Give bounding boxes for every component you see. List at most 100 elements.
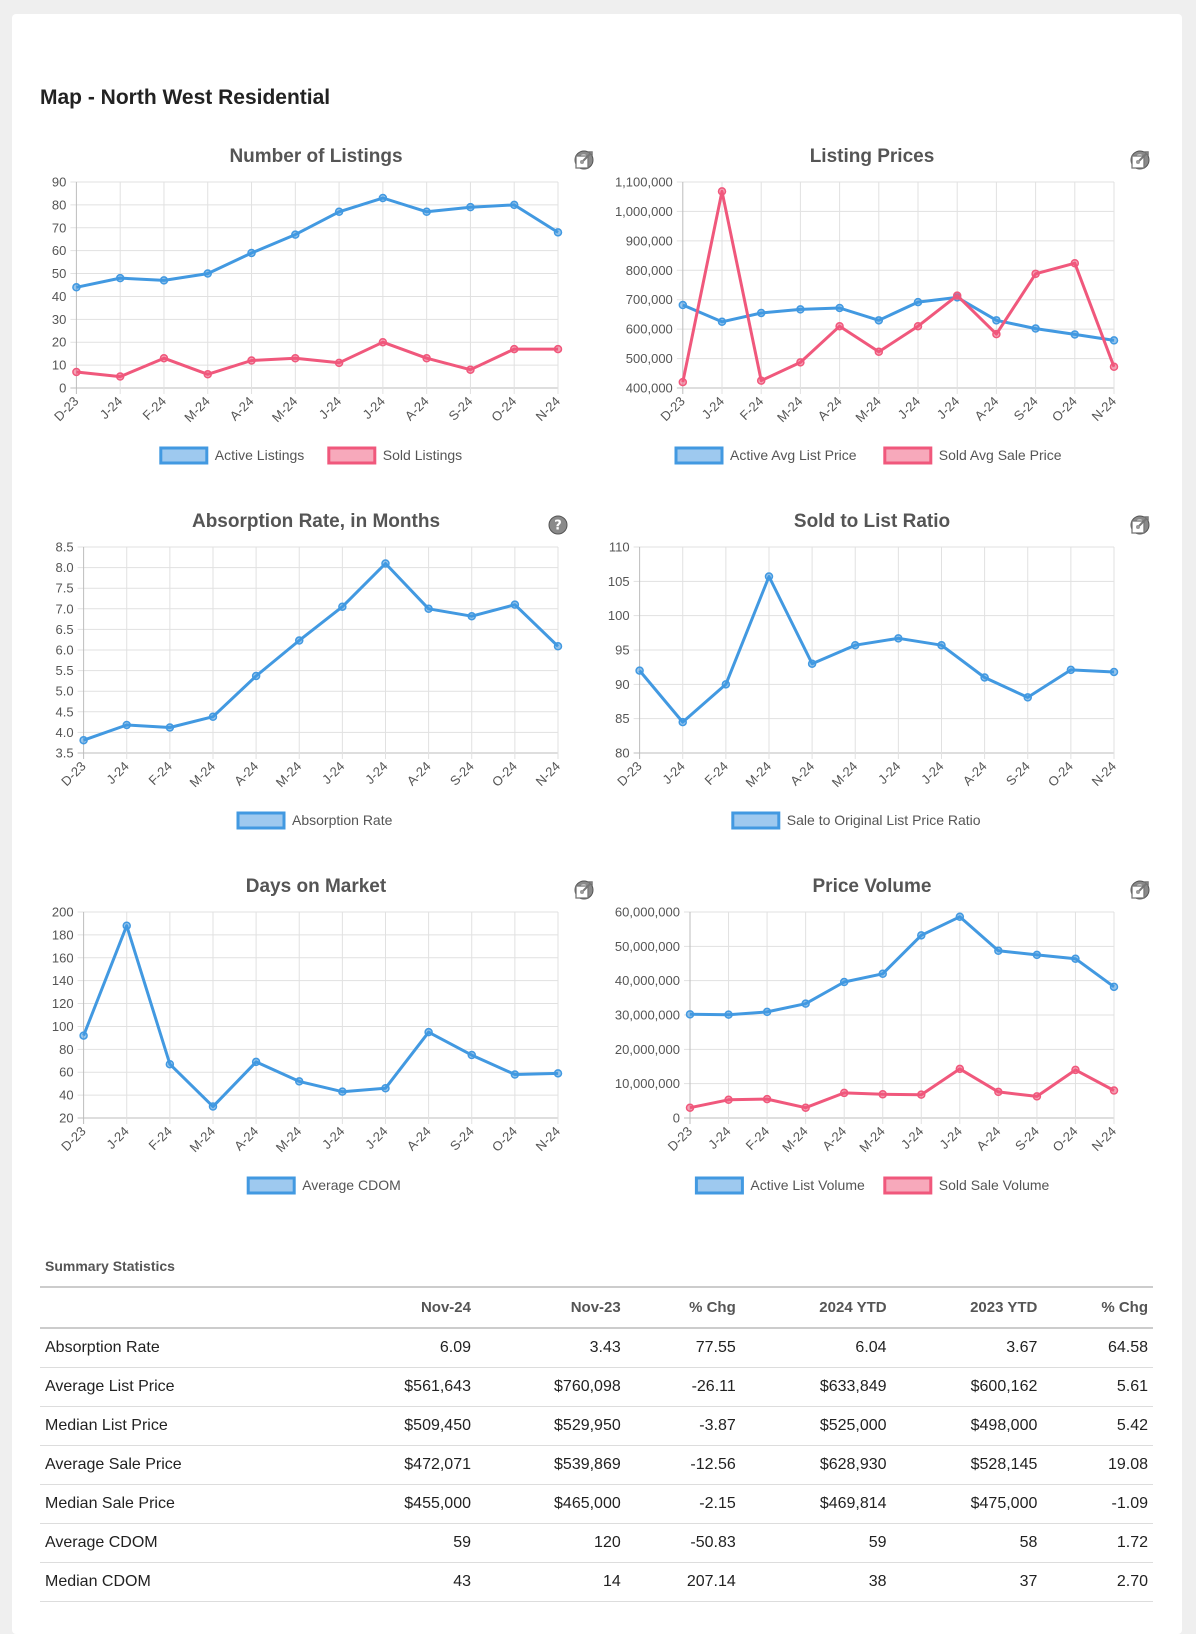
cell: Absorption Rate (40, 1328, 327, 1368)
x-tick-label: M-24 (829, 759, 861, 791)
y-tick-label: 80 (615, 746, 629, 761)
chart-price-volume: Price Volume 0 10,000,000 20,000,000 30,000,… (594, 870, 1150, 1220)
header-pct-chg: % Chg (625, 1286, 741, 1329)
cell: 19.08 (1042, 1445, 1153, 1485)
x-tick-label: N-24 (533, 759, 564, 790)
y-tick-label: 4.0 (56, 725, 74, 740)
x-tick-label: N-24 (1089, 1124, 1120, 1155)
cell: 43 (326, 1562, 476, 1602)
data-point (937, 640, 946, 650)
series-line (681, 189, 1116, 383)
legend-swatch (883, 446, 933, 465)
data-point (955, 912, 965, 922)
data-point (1023, 693, 1032, 702)
x-tick-label: F-24 (701, 759, 731, 789)
y-tick-label: 95 (615, 643, 629, 658)
y-tick-label: 20 (52, 335, 66, 350)
data-point (796, 305, 805, 314)
data-point (159, 276, 169, 285)
y-tick-label: 20 (59, 1111, 73, 1126)
data-point (917, 931, 926, 940)
table-row: Median Sale Price $455,000 $465,000 -2.15 $4… (40, 1484, 1153, 1524)
chart-title: Days on Market (246, 876, 387, 897)
y-tick-label: 30 (52, 312, 66, 327)
y-tick-label: 4.5 (56, 704, 74, 719)
chart-absorption-rate: Absorption Rate, in Months 3.5 4.0 4.5 5.0 5.… (38, 505, 594, 855)
data-point (159, 353, 169, 363)
y-tick-label: 500,000 (626, 351, 673, 366)
settings-icon[interactable] (1130, 515, 1150, 535)
chart-svg: Absorption Rate, in Months 3.5 4.0 4.5 5.0 5.… (56, 511, 564, 830)
data-point (762, 1094, 772, 1104)
y-tick-label: 8.5 (56, 540, 74, 555)
data-point (1109, 1086, 1119, 1095)
x-tick-label: A-24 (231, 759, 261, 789)
y-tick-label: 80 (52, 197, 66, 212)
x-tick-label: J-24 (316, 394, 344, 422)
series-line (689, 1067, 1115, 1110)
data-point (756, 376, 766, 385)
chart-listing-prices: Listing Prices 400,000 500,000 600,000 700,0… (594, 140, 1150, 490)
y-tick-label: 0 (673, 1111, 680, 1126)
y-tick-label: 60 (52, 243, 66, 258)
y-tick-label: 40 (52, 289, 66, 304)
data-point (79, 735, 88, 745)
y-tick-label: 600,000 (626, 322, 673, 337)
chart-svg: Price Volume 0 10,000,000 20,000,000 30,000,… (615, 876, 1120, 1195)
header-metric (40, 1286, 327, 1329)
cell: Median List Price (40, 1406, 327, 1446)
y-tick-label: 1,000,000 (615, 204, 673, 219)
data-point (509, 344, 519, 354)
y-tick-label: 90 (615, 677, 629, 692)
x-tick-label: J-24 (319, 1124, 347, 1152)
data-point (850, 640, 860, 650)
y-tick-label: 7.0 (56, 601, 74, 616)
x-tick-label: M-24 (779, 1124, 811, 1156)
header-2024-ytd: 2024 YTD (740, 1286, 892, 1329)
data-point (378, 337, 388, 347)
x-tick-label: M-24 (856, 1124, 888, 1156)
help-icon[interactable]: ? (548, 515, 568, 535)
settings-icon[interactable] (574, 880, 594, 900)
cell: 207.14 (625, 1562, 741, 1602)
data-point (1032, 950, 1042, 960)
data-point (917, 1090, 926, 1099)
cell: $561,643 (326, 1367, 476, 1407)
x-tick-label: O-24 (488, 394, 519, 425)
y-tick-label: 900,000 (626, 233, 673, 248)
legend-label: Absorption Rate (292, 812, 393, 828)
x-tick-label: F-24 (145, 1124, 175, 1154)
data-point (1109, 667, 1119, 677)
data-point (807, 659, 817, 668)
chart-sold-to-list-ratio: Sold to List Ratio 80 85 90 95 100 105 110 D-23 J… (594, 505, 1150, 855)
x-tick-label: N-24 (1089, 759, 1120, 790)
x-tick-label: D-23 (51, 394, 82, 425)
data-point (1071, 954, 1080, 963)
data-point (510, 600, 520, 609)
header-nov-23: Nov-23 (476, 1286, 626, 1329)
data-point (294, 1077, 304, 1086)
settings-icon[interactable] (1130, 150, 1150, 170)
cell: 5.61 (1042, 1367, 1153, 1407)
data-point (980, 673, 989, 682)
y-tick-label: 700,000 (626, 292, 673, 307)
x-tick-label: N-24 (1089, 394, 1120, 425)
cell: 14 (476, 1562, 626, 1602)
chart-title: Price Volume (813, 876, 932, 897)
x-tick-label: S-24 (446, 394, 476, 424)
data-point (717, 187, 727, 196)
cell: Average List Price (40, 1367, 327, 1407)
chart-title: Absorption Rate, in Months (192, 511, 440, 532)
data-point (208, 1102, 218, 1111)
x-tick-label: M-24 (743, 759, 775, 791)
settings-icon[interactable] (1130, 880, 1150, 900)
data-point (247, 356, 256, 365)
y-tick-label: 800,000 (626, 263, 673, 278)
y-tick-label: 120 (52, 996, 74, 1011)
settings-icon[interactable] (574, 150, 594, 170)
data-point (422, 353, 431, 363)
legend-label: Active Avg List Price (730, 447, 857, 463)
x-tick-label: J-24 (359, 394, 387, 422)
y-tick-label: 7.5 (56, 581, 74, 596)
y-tick-label: 40 (59, 1088, 73, 1103)
